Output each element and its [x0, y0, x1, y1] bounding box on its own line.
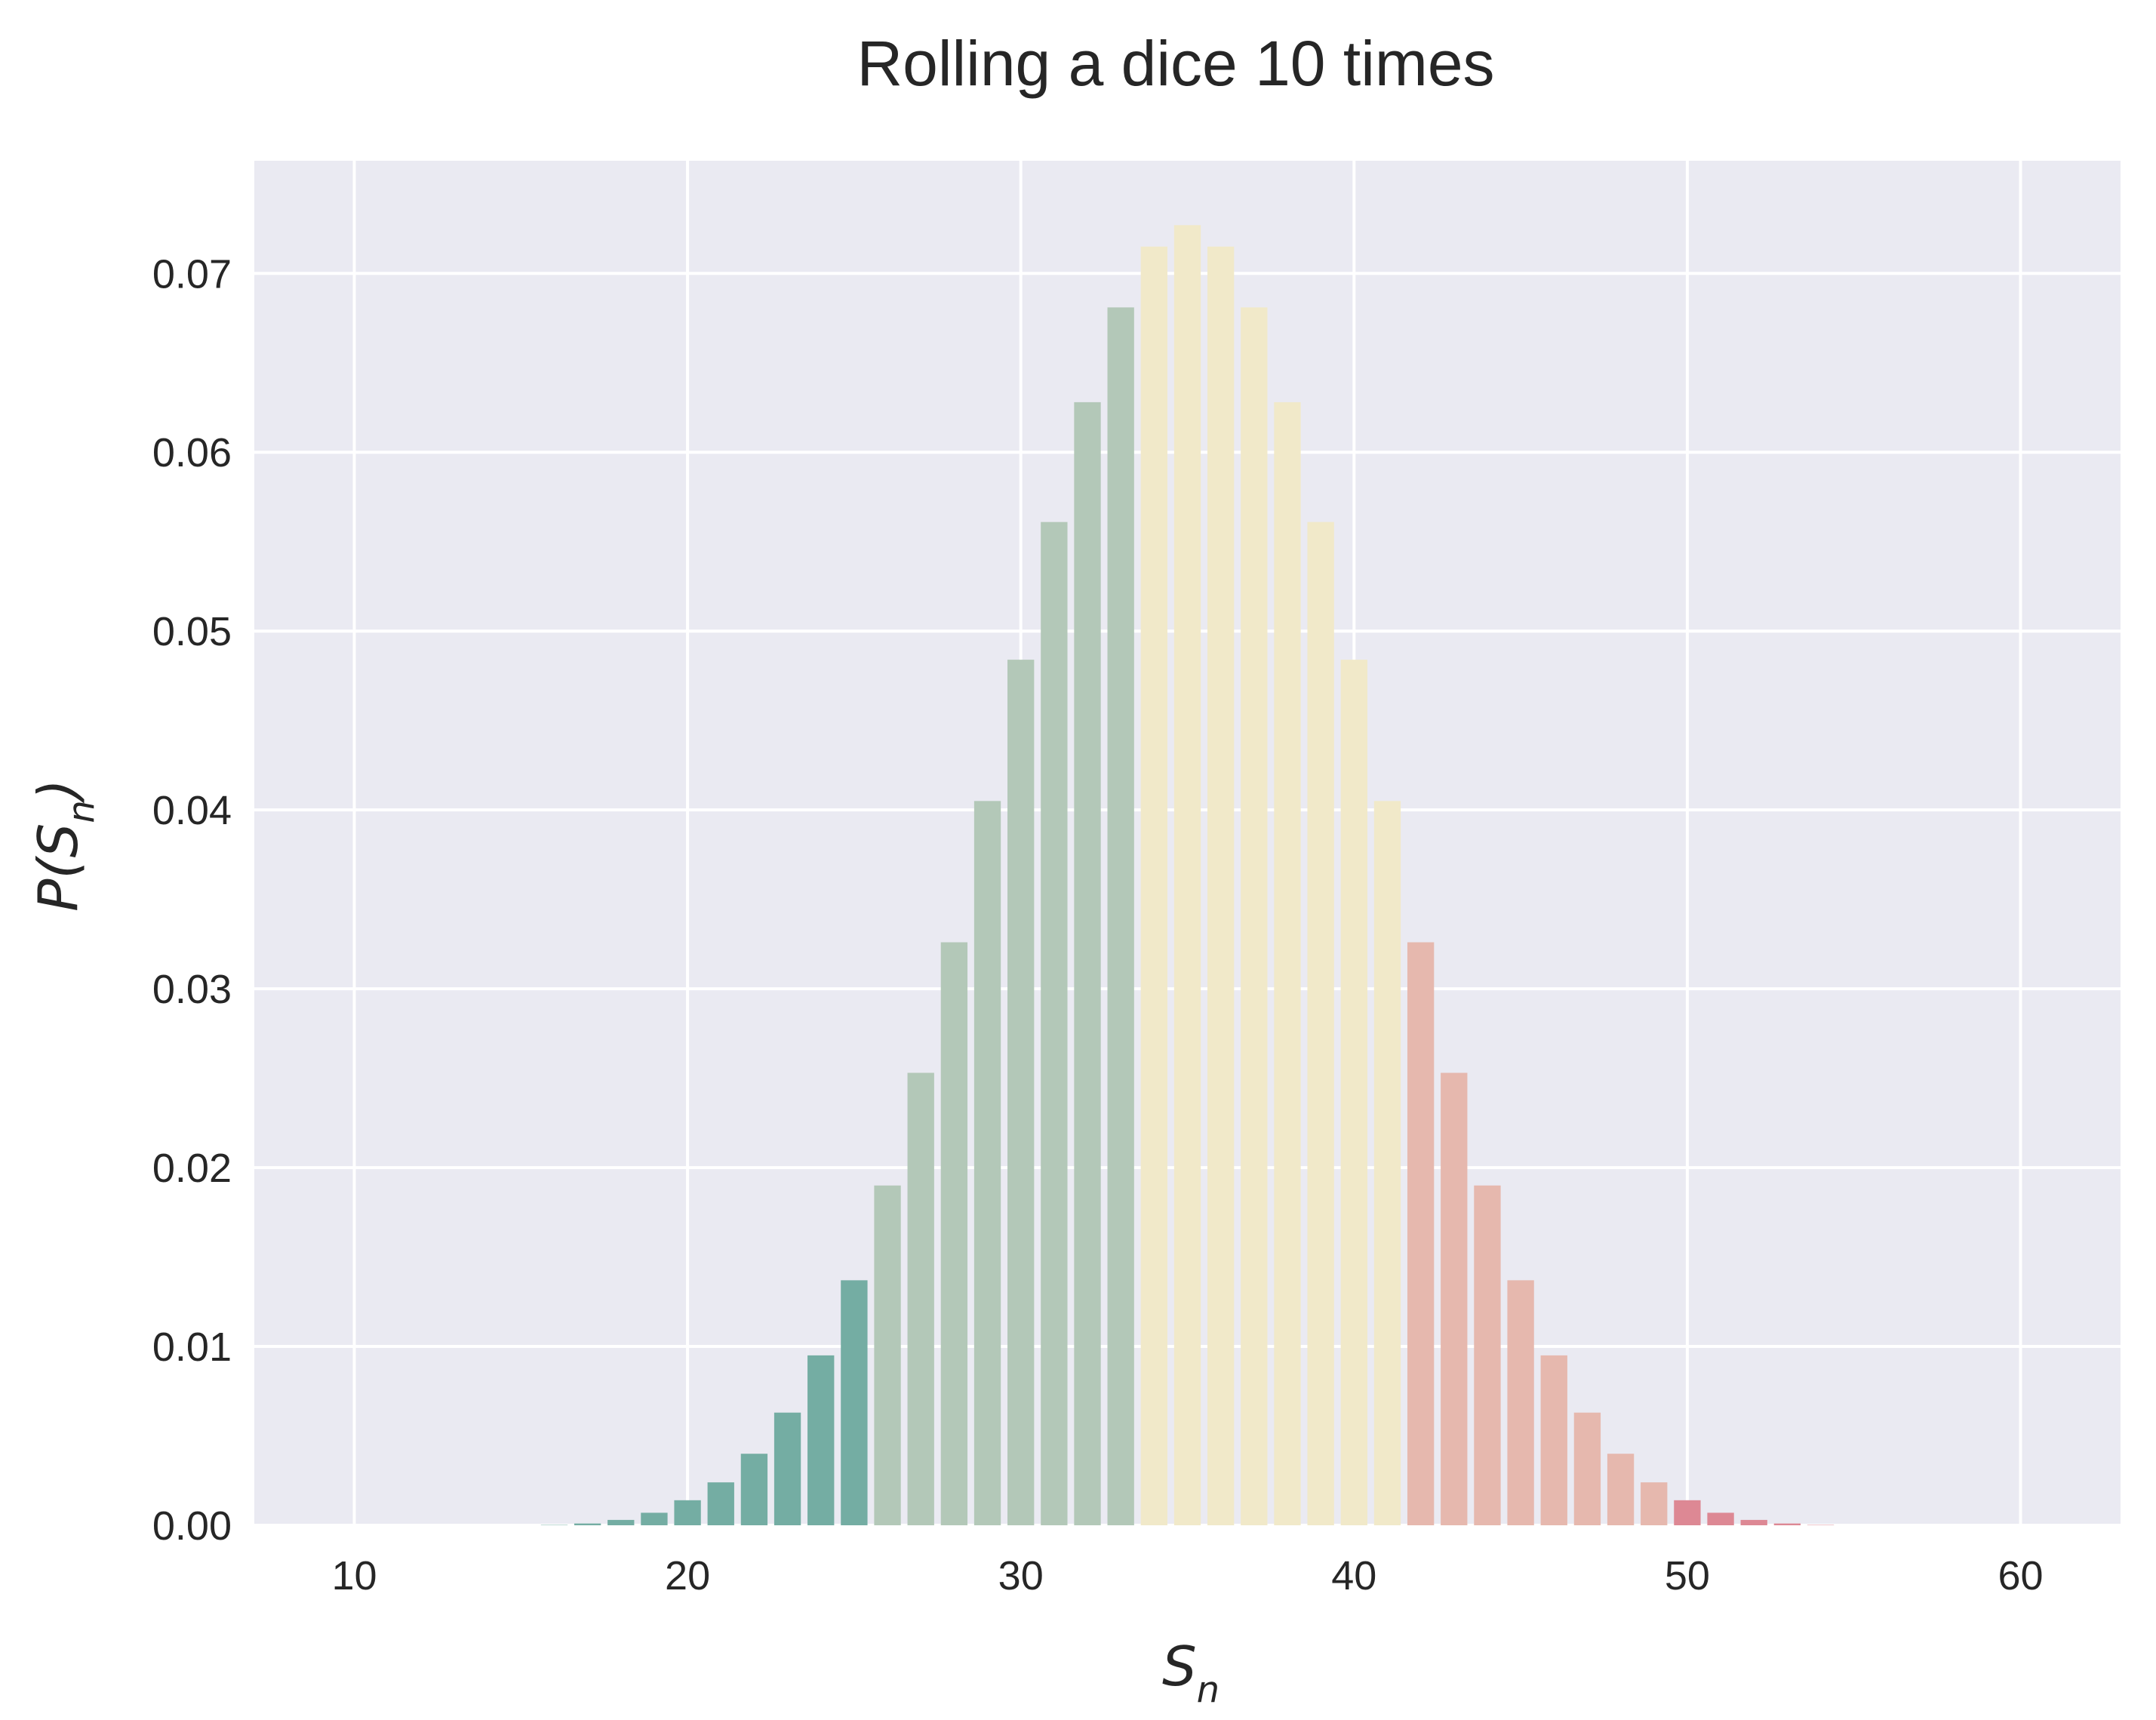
bar-29: [973, 801, 1001, 1525]
bar-21: [707, 1482, 734, 1525]
y-tick-labels: 0.00 0.01 0.02 0.03 0.04 0.05 0.06 0.07: [152, 251, 232, 1549]
x-axis-label-main: S: [1162, 1635, 1197, 1698]
y-tick-label: 0.00: [152, 1503, 232, 1549]
x-tick-labels: 10 20 30 40 50 60: [331, 1553, 2043, 1598]
y-tick-label: 0.02: [152, 1146, 232, 1191]
bar-42: [1407, 942, 1435, 1525]
y-tick-label: 0.03: [152, 967, 232, 1012]
bar-50: [1674, 1500, 1701, 1525]
bar-36: [1207, 246, 1235, 1526]
bar-27: [907, 1072, 934, 1525]
x-tick-label: 60: [1998, 1553, 2043, 1598]
bar-32: [1074, 402, 1101, 1525]
bar-30: [1007, 660, 1035, 1525]
bar-45: [1507, 1280, 1534, 1525]
x-tick-label: 10: [331, 1553, 377, 1598]
bar-37: [1241, 307, 1268, 1526]
bar-43: [1441, 1072, 1468, 1525]
bar-25: [841, 1280, 868, 1525]
x-tick-label: 20: [665, 1553, 710, 1598]
y-tick-label: 0.05: [152, 609, 232, 654]
bar-18: [607, 1519, 635, 1525]
bar-49: [1641, 1482, 1668, 1525]
bar-31: [1041, 522, 1068, 1525]
bar-35: [1173, 225, 1201, 1525]
bar-44: [1474, 1185, 1501, 1525]
bar-52: [1740, 1519, 1767, 1525]
bar-23: [774, 1412, 801, 1525]
x-tick-label: 40: [1331, 1553, 1376, 1598]
y-tick-label: 0.04: [152, 788, 232, 833]
y-tick-label: 0.01: [152, 1325, 232, 1370]
y-axis-label: P(Sn): [26, 779, 103, 912]
bar-17: [574, 1523, 601, 1525]
y-axis-label-prefix: P(: [26, 855, 90, 911]
bar-40: [1340, 660, 1367, 1525]
bar-34: [1140, 246, 1168, 1526]
chart-title: Rolling a dice 10 times: [857, 28, 1494, 99]
y-tick-label: 0.06: [152, 430, 232, 475]
y-axis-label-sub: n: [60, 800, 103, 823]
x-tick-label: 50: [1665, 1553, 1710, 1598]
bar-38: [1274, 402, 1301, 1525]
bar-20: [674, 1500, 701, 1525]
y-axis-label-suffix: ): [26, 779, 90, 804]
bar-24: [807, 1355, 835, 1525]
bar-46: [1540, 1355, 1567, 1525]
x-axis-label-sub: n: [1197, 1669, 1219, 1711]
bar-19: [641, 1512, 668, 1525]
x-tick-label: 30: [998, 1553, 1044, 1598]
bar-layer: [540, 225, 1835, 1526]
bar-26: [874, 1185, 901, 1525]
bar-53: [1773, 1523, 1801, 1525]
bar-51: [1707, 1512, 1734, 1525]
bar-48: [1607, 1454, 1635, 1525]
bar-39: [1307, 522, 1334, 1525]
bar-33: [1107, 307, 1134, 1526]
bar-28: [940, 942, 968, 1525]
y-tick-label: 0.07: [152, 251, 232, 297]
bar-41: [1373, 801, 1401, 1525]
x-axis-label: Sn: [1162, 1635, 1219, 1711]
bar-22: [740, 1454, 768, 1525]
bar-47: [1573, 1412, 1601, 1525]
y-axis-label-main: S: [26, 823, 90, 858]
